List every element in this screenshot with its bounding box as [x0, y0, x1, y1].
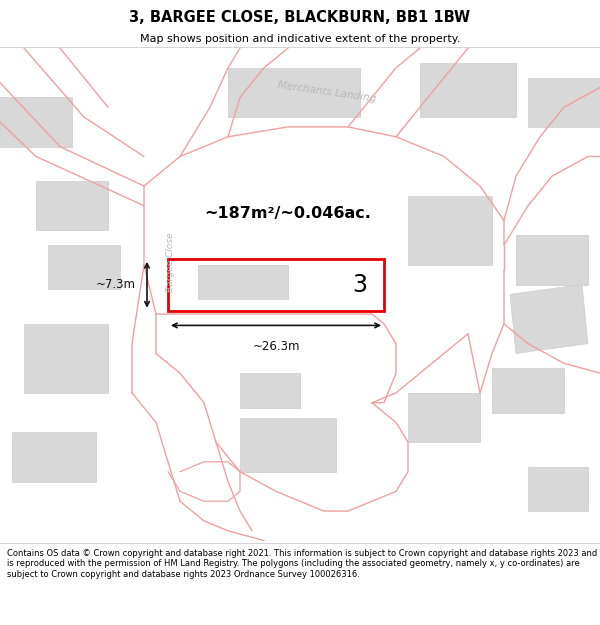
Bar	[36, 181, 108, 231]
Bar	[528, 467, 588, 511]
Text: ~26.3m: ~26.3m	[252, 340, 300, 353]
Text: Contains OS data © Crown copyright and database right 2021. This information is : Contains OS data © Crown copyright and d…	[7, 549, 598, 579]
Bar	[240, 373, 300, 408]
Bar	[168, 259, 384, 311]
Bar	[240, 418, 336, 472]
Bar	[228, 68, 360, 117]
Polygon shape	[510, 284, 588, 354]
Bar	[420, 63, 516, 117]
Text: 3, BARGEE CLOSE, BLACKBURN, BB1 1BW: 3, BARGEE CLOSE, BLACKBURN, BB1 1BW	[130, 9, 470, 24]
Text: ~7.3m: ~7.3m	[96, 278, 136, 291]
Bar	[12, 432, 96, 481]
Bar	[24, 324, 108, 393]
Text: Map shows position and indicative extent of the property.: Map shows position and indicative extent…	[140, 34, 460, 44]
Bar	[528, 78, 600, 127]
Bar	[0, 98, 72, 147]
Text: Bargee Close: Bargee Close	[166, 232, 175, 292]
Text: Merchants Landing: Merchants Landing	[277, 81, 377, 104]
Bar	[198, 265, 288, 299]
Text: ~187m²/~0.046ac.: ~187m²/~0.046ac.	[205, 206, 371, 221]
Bar	[516, 235, 588, 284]
Bar	[48, 245, 120, 289]
Bar	[408, 196, 492, 265]
Text: 3: 3	[353, 272, 367, 296]
Bar	[492, 368, 564, 413]
Bar	[408, 393, 480, 442]
